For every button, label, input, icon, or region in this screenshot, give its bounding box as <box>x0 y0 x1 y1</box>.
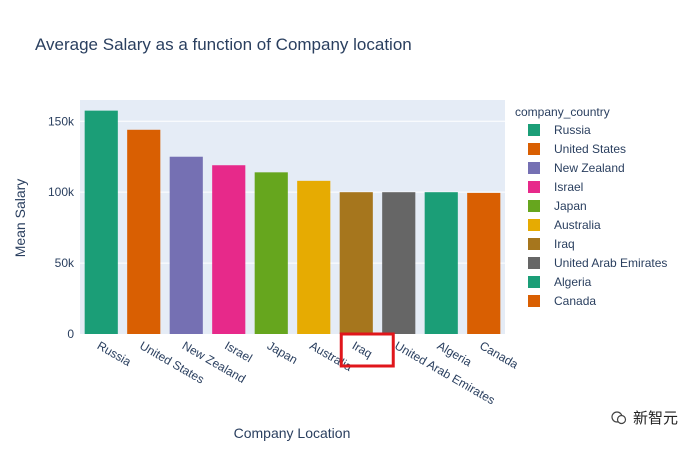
bar-united-states[interactable] <box>127 129 161 334</box>
legend-label: New Zealand <box>554 161 625 175</box>
bar-japan[interactable] <box>254 172 288 334</box>
legend-label: Iraq <box>554 237 575 251</box>
x-tick-label: Iraq <box>350 338 375 360</box>
y-tick-label: 100k <box>48 185 75 199</box>
legend-swatch <box>528 124 540 136</box>
legend-label: Japan <box>554 199 587 213</box>
legend-label: Canada <box>554 294 596 308</box>
y-tick-label: 0 <box>67 327 74 341</box>
legend-swatch <box>528 238 540 250</box>
x-tick-label: Australia <box>307 338 355 374</box>
legend-swatch <box>528 219 540 231</box>
bar-new-zealand[interactable] <box>169 156 203 334</box>
bar-russia[interactable] <box>84 110 118 335</box>
bar-iraq[interactable] <box>339 192 373 334</box>
y-axis-title: Mean Salary <box>12 179 28 258</box>
legend-swatch <box>528 143 540 155</box>
legend-swatch <box>528 257 540 269</box>
chart-title: Average Salary as a function of Company … <box>35 35 412 54</box>
bar-australia[interactable] <box>297 180 331 334</box>
legend-label: United States <box>554 142 626 156</box>
bars <box>84 110 501 335</box>
legend-label: United Arab Emirates <box>554 256 667 270</box>
legend-swatch <box>528 276 540 288</box>
wechat-icon <box>611 410 627 424</box>
x-axis-title: Company Location <box>234 425 351 441</box>
legend-swatch <box>528 200 540 212</box>
watermark: 新智元 <box>611 407 678 428</box>
x-tick-label: Russia <box>95 338 134 369</box>
bar-algeria[interactable] <box>424 192 458 334</box>
legend-label: Israel <box>554 180 583 194</box>
highlight-box <box>339 332 395 368</box>
legend-label: Algeria <box>554 275 592 289</box>
x-tick-label: Japan <box>265 338 300 366</box>
legend-swatch <box>528 162 540 174</box>
x-tick-label: Canada <box>477 338 521 371</box>
legend-label: Australia <box>554 218 601 232</box>
y-axis-ticks: 0 50k 100k 150k <box>48 114 75 341</box>
legend-swatch <box>528 295 540 307</box>
bar-united-arab-emirates[interactable] <box>382 192 416 334</box>
legend-title: company_country <box>515 105 610 119</box>
y-tick-label: 150k <box>48 114 75 128</box>
bar-canada[interactable] <box>467 192 501 334</box>
legend-label: Russia <box>554 123 591 137</box>
watermark-text: 新智元 <box>632 409 678 427</box>
legend[interactable]: Russia United States New Zealand Israel Japa… <box>528 123 667 308</box>
y-tick-label: 50k <box>55 256 75 270</box>
bar-israel[interactable] <box>212 165 246 334</box>
legend-swatch <box>528 181 540 193</box>
